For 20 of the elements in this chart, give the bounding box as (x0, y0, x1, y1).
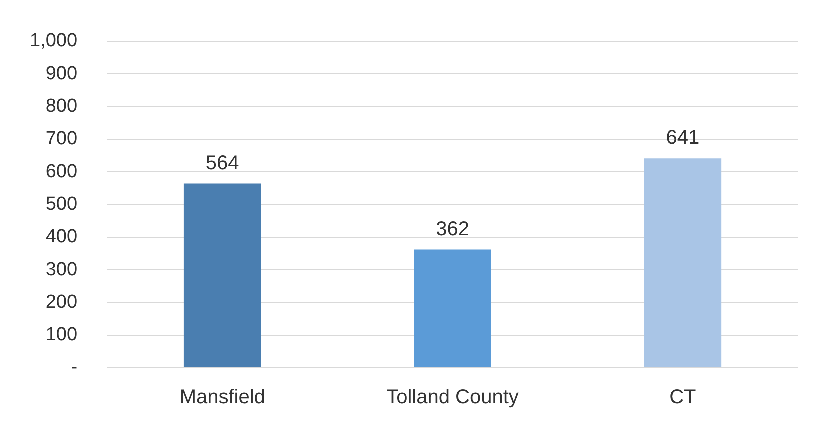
y-tick-label: 500 (46, 194, 78, 215)
y-tick-label: 1,000 (30, 30, 78, 52)
y-tick-label: 600 (46, 161, 78, 182)
y-tick-label: 900 (46, 63, 78, 84)
y-tick-label: - (71, 357, 78, 378)
y-tick-label: 100 (46, 324, 78, 346)
y-tick-label: 700 (46, 128, 78, 150)
data-label: 564 (206, 152, 240, 174)
x-tick-label: Tolland County (386, 386, 519, 409)
bar (414, 250, 492, 368)
y-tick-label: 800 (46, 96, 78, 117)
y-tick-label: 200 (46, 292, 78, 313)
x-tick-label: Mansfield (180, 386, 266, 409)
y-tick-label: 300 (46, 259, 78, 280)
data-label: 362 (436, 218, 470, 240)
y-tick-label: 400 (46, 226, 78, 248)
data-label: 641 (666, 127, 700, 150)
x-tick-label: CT (670, 386, 696, 409)
bar (184, 184, 262, 368)
bar (644, 158, 722, 368)
